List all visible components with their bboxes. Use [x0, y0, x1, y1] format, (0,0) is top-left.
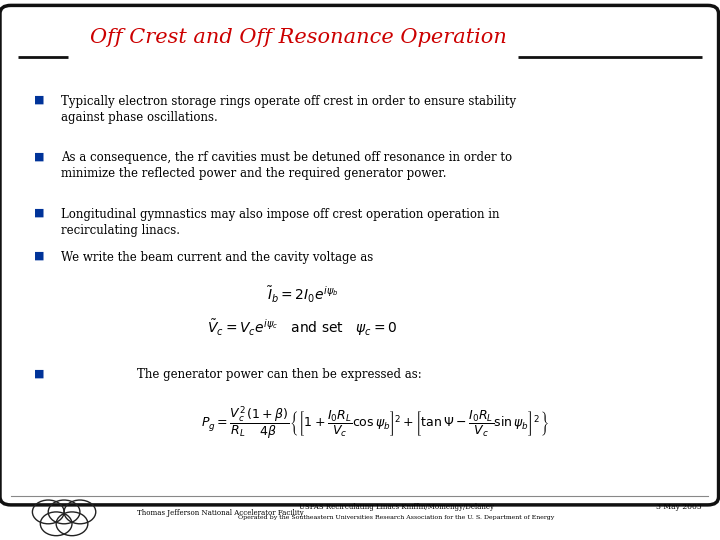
Text: We write the beam current and the cavity voltage as: We write the beam current and the cavity… — [61, 251, 374, 264]
Text: 3 May 2005: 3 May 2005 — [656, 503, 702, 510]
Text: ■: ■ — [35, 368, 45, 379]
Text: Operated by the Southeastern Universities Research Association for the U. S. Dep: Operated by the Southeastern Universitie… — [238, 515, 554, 520]
Text: Typically electron storage rings operate off crest in order to ensure stability
: Typically electron storage rings operate… — [61, 94, 516, 124]
Text: ■: ■ — [35, 94, 45, 105]
Text: $P_g = \dfrac{V_c^2}{R_L}\dfrac{(1+\beta)}{4\beta}\left\{\left[1 + \dfrac{I_0 R_: $P_g = \dfrac{V_c^2}{R_L}\dfrac{(1+\beta… — [201, 406, 548, 442]
Text: Longitudinal gymnastics may also impose off crest operation operation in
recircu: Longitudinal gymnastics may also impose … — [61, 208, 500, 237]
Text: $\tilde{I}_b = 2I_0 e^{i\psi_b}$: $\tilde{I}_b = 2I_0 e^{i\psi_b}$ — [266, 285, 338, 306]
Text: $\tilde{V}_c = V_c e^{i\psi_c}$   and set   $\psi_c = 0$: $\tilde{V}_c = V_c e^{i\psi_c}$ and set … — [207, 318, 397, 338]
Text: The generator power can then be expressed as:: The generator power can then be expresse… — [137, 368, 421, 381]
Text: ■: ■ — [35, 208, 45, 218]
Text: ■: ■ — [35, 151, 45, 161]
Text: As a consequence, the rf cavities must be detuned off resonance in order to
mini: As a consequence, the rf cavities must b… — [61, 151, 513, 180]
Text: Off Crest and Off Resonance Operation: Off Crest and Off Resonance Operation — [91, 28, 507, 48]
Text: ■: ■ — [35, 251, 45, 261]
FancyBboxPatch shape — [0, 5, 719, 505]
Text: Thomas Jefferson National Accelerator Facility: Thomas Jefferson National Accelerator Fa… — [137, 509, 304, 517]
Text: USPAS Recirculating Linacs Kniffin/Momengy/Delaney: USPAS Recirculating Linacs Kniffin/Momen… — [299, 503, 493, 510]
